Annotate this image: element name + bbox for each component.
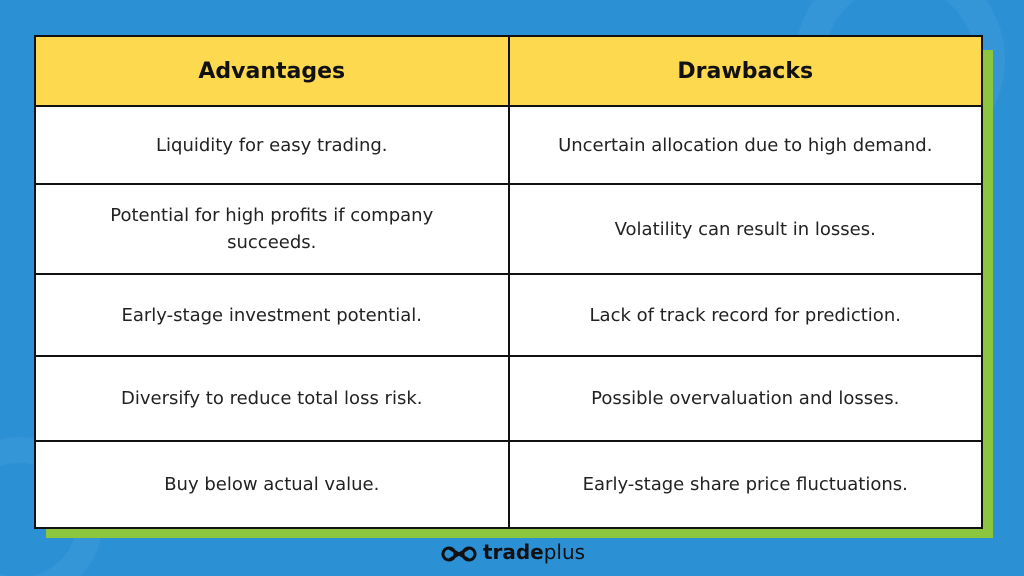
header-cell: Drawbacks xyxy=(507,35,983,107)
row: Potential for high profits if company su… xyxy=(34,183,983,275)
footer: tradeplus xyxy=(0,540,1024,564)
brand-suffix: plus xyxy=(543,540,586,564)
cell: Diversify to reduce total loss risk. xyxy=(34,355,510,442)
logo-icon xyxy=(441,546,477,561)
row: Liquidity for easy trading. Uncertain al… xyxy=(34,105,983,185)
row: Buy below actual value. Early-stage shar… xyxy=(34,440,983,529)
cell: Buy below actual value. xyxy=(34,440,510,529)
cell: Potential for high profits if company su… xyxy=(34,183,510,275)
row: Diversify to reduce total loss risk. Pos… xyxy=(34,355,983,442)
header-cell: Advantages xyxy=(34,35,510,107)
row: Early-stage investment potential. Lack o… xyxy=(34,273,983,357)
cell: Lack of track record for prediction. xyxy=(507,273,983,357)
brand: trade xyxy=(482,540,544,564)
cell: Early-stage investment potential. xyxy=(34,273,510,357)
header-row: Advantages Drawbacks xyxy=(34,35,983,107)
cell: Possible overvaluation and losses. xyxy=(507,355,983,442)
comparison-table: Advantages Drawbacks Liquidity for easy … xyxy=(34,35,983,529)
cell: Uncertain allocation due to high demand. xyxy=(507,105,983,185)
cell: Liquidity for easy trading. xyxy=(34,105,510,185)
cell: Early-stage share price fluctuations. xyxy=(507,440,983,529)
cell: Volatility can result in losses. xyxy=(507,183,983,275)
